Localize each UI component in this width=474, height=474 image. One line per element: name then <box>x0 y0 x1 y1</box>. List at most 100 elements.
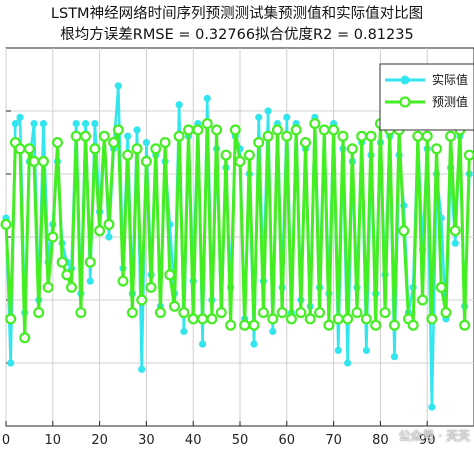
legend-label-2: 预测值 <box>432 94 468 109</box>
data-point-predicted <box>290 124 302 136</box>
legend-marker-2 <box>399 96 411 108</box>
data-point-predicted <box>211 124 223 136</box>
title-line-1: LSTM神经网络时间序列预测测试集预测值和实际值对比图 <box>50 6 424 22</box>
data-point-actual <box>428 403 436 411</box>
data-point-actual <box>180 327 188 336</box>
title-line-2: 根均方误差RMSE = 0.32766拟合优度R2 = 0.81235 <box>60 27 414 43</box>
data-point-predicted <box>206 313 218 325</box>
data-point-predicted <box>108 137 120 149</box>
data-point-predicted <box>5 313 17 325</box>
data-point-actual <box>269 327 277 336</box>
data-point-actual <box>142 138 150 147</box>
series-2 <box>0 118 474 344</box>
data-point-predicted <box>248 319 260 331</box>
watermark: 公众号 · 天天 <box>398 429 470 443</box>
data-point-actual <box>114 82 122 90</box>
legend-box <box>379 63 474 131</box>
data-point-actual <box>175 101 183 109</box>
data-point-predicted <box>417 294 429 306</box>
data-point-predicted <box>173 130 185 142</box>
data-point-predicted <box>253 137 265 149</box>
data-point-actual <box>283 113 291 121</box>
data-point-predicted <box>449 225 461 237</box>
data-point-predicted <box>28 155 40 167</box>
data-point-actual <box>250 340 258 348</box>
data-point-predicted <box>19 332 31 344</box>
data-point-predicted <box>407 319 419 331</box>
series-line-2 <box>4 122 471 340</box>
data-point-predicted <box>75 307 87 319</box>
data-point-actual <box>198 340 207 348</box>
data-point-predicted <box>0 218 12 230</box>
data-point-actual <box>91 120 99 128</box>
data-point-predicted <box>262 130 274 142</box>
x-tick-label: 60 <box>279 433 296 448</box>
data-point-predicted <box>94 225 106 237</box>
data-point-predicted <box>131 143 143 155</box>
data-point-predicted <box>66 281 78 293</box>
data-point-actual <box>86 277 94 285</box>
data-point-predicted <box>229 124 241 136</box>
data-point-predicted <box>356 130 368 142</box>
x-tick-label: 80 <box>372 433 389 448</box>
x-tick-label: 50 <box>232 433 249 448</box>
data-point-actual <box>362 346 370 354</box>
data-point-predicted <box>225 319 237 331</box>
series-layer <box>0 82 474 411</box>
data-point-predicted <box>112 124 124 136</box>
data-point-predicted <box>365 130 377 142</box>
data-point-predicted <box>304 313 316 325</box>
data-point-predicted <box>136 294 148 306</box>
data-point-predicted <box>271 124 283 136</box>
data-point-predicted <box>168 300 180 312</box>
data-point-actual <box>105 233 113 241</box>
data-point-predicted <box>300 137 312 149</box>
data-point-predicted <box>328 124 340 136</box>
data-point-predicted <box>192 124 204 136</box>
data-point-actual <box>72 120 80 128</box>
data-point-predicted <box>285 313 297 325</box>
data-point-actual <box>203 94 211 102</box>
data-point-predicted <box>281 130 293 142</box>
data-point-predicted <box>183 124 195 136</box>
data-point-predicted <box>445 130 457 142</box>
data-point-predicted <box>459 319 471 331</box>
x-tick-label: 70 <box>325 433 342 448</box>
data-point-predicted <box>388 319 400 331</box>
x-tick-label: 90 <box>419 433 436 448</box>
data-point-predicted <box>276 307 288 319</box>
data-point-actual <box>390 353 399 361</box>
data-point-predicted <box>220 149 232 161</box>
data-point-predicted <box>89 143 101 155</box>
data-point-actual <box>16 113 24 121</box>
data-point-predicted <box>435 281 447 293</box>
data-point-predicted <box>98 130 110 142</box>
data-point-actual <box>138 365 146 373</box>
data-point-predicted <box>360 313 372 325</box>
data-point-predicted <box>463 149 474 161</box>
data-point-predicted <box>61 269 73 281</box>
data-point-predicted <box>215 307 227 319</box>
data-point-predicted <box>318 124 330 136</box>
data-point-predicted <box>431 143 443 155</box>
data-point-predicted <box>80 130 92 142</box>
data-point-actual <box>124 132 132 140</box>
data-point-predicted <box>122 149 134 161</box>
data-point-predicted <box>140 155 152 167</box>
x-tick-label: 20 <box>91 433 108 448</box>
data-point-actual <box>255 113 263 121</box>
data-point-predicted <box>187 313 199 325</box>
x-tick-label: 10 <box>45 433 62 448</box>
x-tick-label: 30 <box>138 433 155 448</box>
data-point-predicted <box>37 155 49 167</box>
data-point-predicted <box>314 307 326 319</box>
data-point-predicted <box>309 118 321 130</box>
data-point-predicted <box>201 118 213 130</box>
data-point-predicted <box>47 231 59 243</box>
data-point-predicted <box>421 130 433 142</box>
data-point-predicted <box>346 143 358 155</box>
data-point-predicted <box>267 313 279 325</box>
data-point-actual <box>344 359 352 367</box>
